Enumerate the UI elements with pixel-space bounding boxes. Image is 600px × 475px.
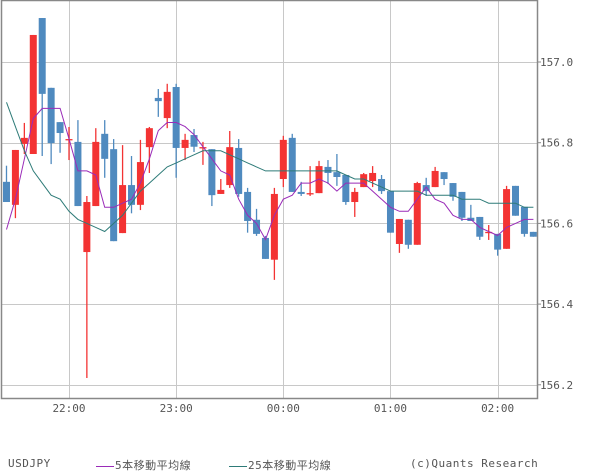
candle-body	[128, 185, 136, 205]
candle-body	[29, 34, 37, 154]
candle-body	[20, 137, 28, 144]
candle-body	[119, 185, 127, 234]
legend-ma5: 5本移動平均線	[96, 457, 191, 473]
candle-body	[244, 191, 252, 221]
candle-body	[360, 174, 368, 188]
candle-body	[369, 172, 377, 182]
ma5-label: 5本移動平均線	[115, 459, 192, 472]
candle-body	[503, 189, 511, 249]
y-tick-label: 156.8	[540, 137, 573, 150]
candle-body	[529, 231, 537, 237]
candle-body	[181, 139, 189, 148]
candle-body	[101, 133, 109, 159]
y-tick-label: 157.0	[540, 56, 573, 69]
candle-body	[226, 147, 234, 186]
candle-body	[351, 191, 359, 203]
plot-frame	[0, 0, 539, 400]
candle-body	[485, 231, 493, 234]
candle-body	[92, 141, 100, 207]
candle-body	[270, 193, 278, 260]
candle-body	[217, 189, 225, 194]
candle-body	[458, 191, 466, 218]
y-axis: 157.0 156.8 156.6 156.4 156.2	[537, 56, 573, 392]
candles	[2, 18, 537, 378]
candle-body	[494, 233, 502, 250]
ma25-label: 25本移動平均線	[248, 459, 332, 472]
copyright: (c)Quants Research	[410, 457, 538, 470]
candle-body	[253, 219, 261, 234]
candle-body	[83, 202, 91, 253]
x-tick-label: 22:00	[52, 402, 85, 415]
x-tick-label: 02:00	[481, 402, 514, 415]
candle-body	[47, 87, 55, 144]
candle-body	[395, 218, 403, 244]
copyright-text: (c)Quants Research	[410, 457, 539, 470]
candle-body	[404, 219, 412, 245]
moving-average-line	[6, 102, 534, 233]
moving-average-line	[6, 107, 534, 241]
candle-body	[315, 166, 323, 194]
moving-averages	[6, 102, 534, 241]
candle-body	[324, 166, 332, 173]
symbol-text: USDJPY	[8, 457, 51, 470]
candle-body	[279, 139, 287, 180]
candle-body	[520, 206, 528, 234]
candle-body	[163, 91, 171, 119]
candle-body	[333, 172, 341, 177]
y-tick-label: 156.4	[540, 298, 573, 311]
y-tick-label: 156.2	[540, 379, 573, 392]
candle-body	[235, 147, 243, 194]
candle-body	[440, 172, 448, 180]
candle-body	[145, 128, 153, 148]
candle-body	[306, 193, 314, 195]
ma25-swatch-icon	[229, 465, 247, 467]
candle-body	[154, 97, 162, 102]
x-tick-label: 00:00	[267, 402, 300, 415]
candle-body	[378, 179, 386, 192]
candle-body	[110, 149, 118, 242]
candle-body	[288, 137, 296, 192]
candle-body	[190, 135, 198, 147]
candle-body	[261, 237, 269, 259]
candle-body	[74, 141, 82, 207]
candle-body	[199, 147, 207, 149]
candle-body	[512, 185, 519, 216]
candle-body	[11, 149, 19, 205]
candle-body	[342, 174, 350, 203]
candle-body	[38, 18, 46, 94]
x-tick-label: 01:00	[374, 402, 407, 415]
candle-body	[386, 191, 394, 233]
candle-body	[172, 87, 180, 148]
x-tick-label: 23:00	[160, 402, 193, 415]
candle-body	[56, 122, 64, 134]
candle-body	[422, 185, 430, 192]
candle-body	[208, 149, 216, 196]
candle-body	[431, 170, 439, 188]
legend-ma25: 25本移動平均線	[229, 457, 331, 473]
ma5-swatch-icon	[96, 465, 114, 467]
y-tick-label: 156.6	[540, 217, 573, 230]
symbol-label: USDJPY	[8, 457, 51, 470]
candle-body	[297, 191, 305, 194]
candle-body	[2, 181, 10, 203]
x-axis: 22:00 23:00 00:00 01:00 02:00	[52, 402, 514, 415]
candle-body	[413, 183, 421, 245]
candle-body	[449, 183, 457, 197]
